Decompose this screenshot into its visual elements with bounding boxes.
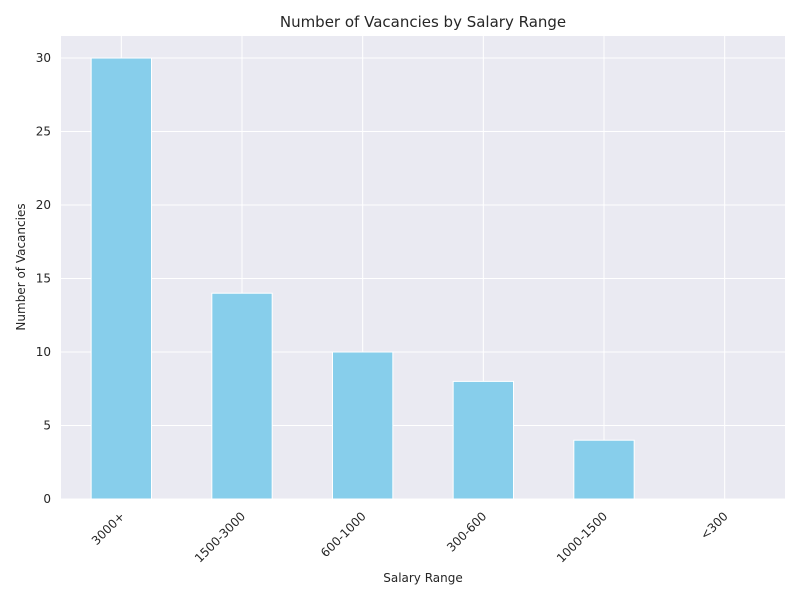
y-tick-label: 5 (43, 419, 51, 433)
y-tick-labels: 0 5 10 15 20 25 30 (36, 51, 51, 506)
x-axis-label: Salary Range (383, 571, 463, 585)
bars (90, 57, 635, 500)
bar-3 (452, 380, 514, 500)
x-tick-label: 600-1000 (318, 509, 369, 560)
y-tick-label: 0 (43, 492, 51, 506)
bar-2 (332, 351, 394, 500)
bar-0 (90, 57, 152, 500)
y-tick-label: 25 (36, 125, 51, 139)
x-tick-label: 1000-1500 (554, 509, 610, 565)
x-tick-label: 1500-3000 (192, 509, 248, 565)
y-tick-label: 20 (36, 198, 51, 212)
chart-title: Number of Vacancies by Salary Range (280, 13, 566, 31)
y-tick-label: 10 (36, 345, 51, 359)
x-tick-label: 300-600 (444, 509, 489, 554)
bar-1 (211, 292, 273, 500)
x-tick-labels: 3000+ 1500-3000 600-1000 300-600 1000-1500 <3… (89, 509, 731, 565)
plot-area (61, 36, 785, 499)
y-axis-label: Number of Vacancies (14, 203, 28, 330)
x-tick-label: <300 (698, 509, 731, 542)
y-tick-label: 30 (36, 51, 51, 65)
grid-lines (61, 36, 785, 500)
x-tick-label: 3000+ (89, 509, 128, 548)
y-tick-label: 15 (36, 272, 51, 286)
bar-4 (573, 439, 635, 500)
